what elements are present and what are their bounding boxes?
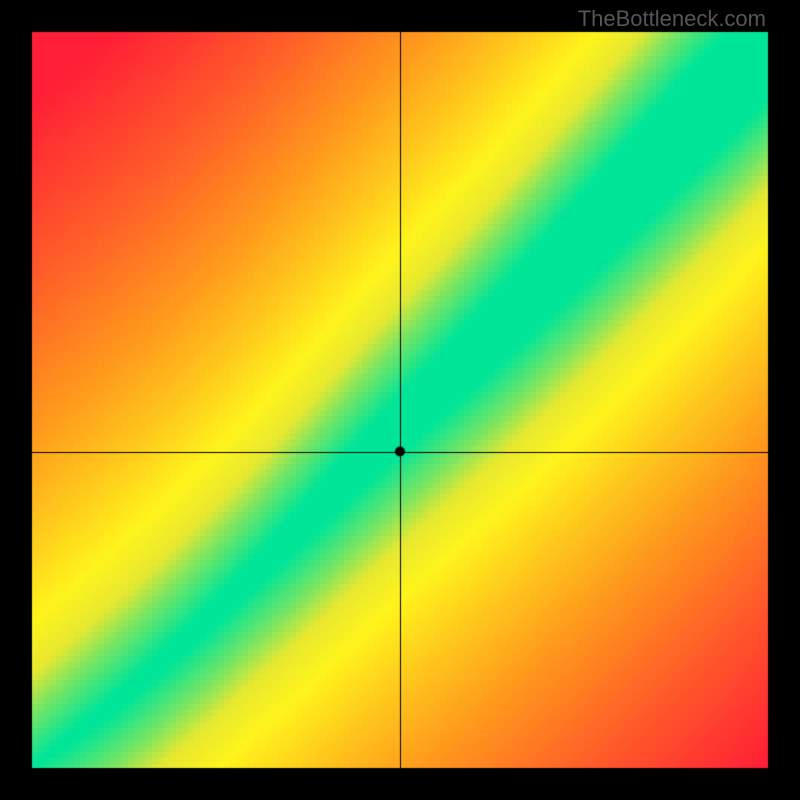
- bottleneck-heatmap: [0, 0, 800, 800]
- chart-container: { "type": "heatmap", "canvas": { "width"…: [0, 0, 800, 800]
